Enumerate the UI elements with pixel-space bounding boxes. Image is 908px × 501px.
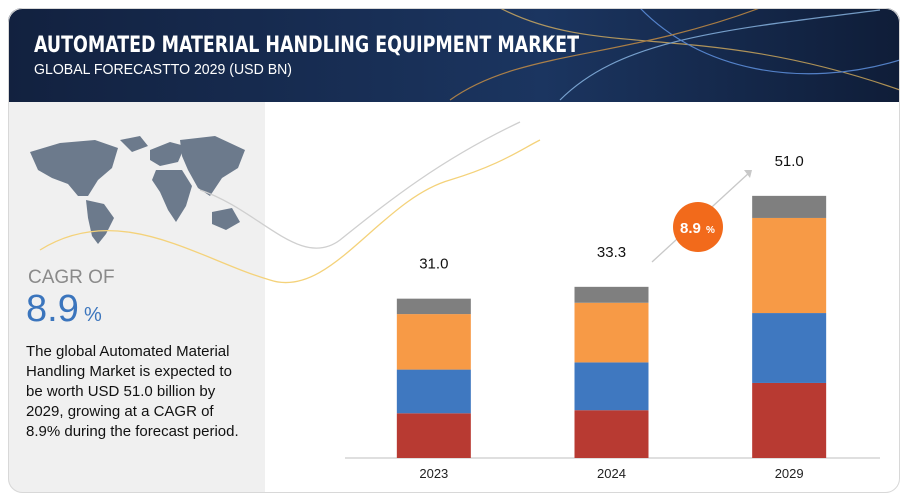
total-label: 31.0: [419, 256, 448, 273]
x-tick-label: 2023: [419, 466, 448, 481]
badge-value: 8.9: [680, 220, 701, 237]
bar-segment: [574, 362, 649, 411]
chart-title: AUTOMATED MATERIAL HANDLING EQUIPMENT MA…: [34, 33, 579, 58]
bar-segment: [396, 298, 471, 315]
cagr-value: 8.9: [26, 288, 79, 330]
world-map: [30, 136, 245, 244]
header-decoration: [449, 8, 900, 101]
chart-subtitle: GLOBAL FORECASTTO 2029 (USD BN): [34, 61, 292, 78]
bar-segment: [752, 195, 827, 218]
total-label: 33.3: [597, 244, 626, 261]
cagr-unit: %: [84, 304, 102, 326]
chart-decoration: [39, 121, 541, 284]
growth-arrow-head: [744, 170, 752, 178]
description: The global Automated Material Handling M…: [26, 343, 239, 440]
bar-segment: [752, 382, 827, 458]
bar-segment: [574, 302, 649, 363]
total-label: 51.0: [775, 153, 804, 170]
x-tick-label: 2029: [775, 466, 804, 481]
cagr-badge: [673, 202, 723, 252]
bar-segment: [396, 413, 471, 458]
bar-segment: [752, 217, 827, 314]
header-bg: [8, 8, 900, 102]
card-border: [8, 8, 900, 493]
x-tick-label: 2024: [597, 466, 626, 481]
bar-segment: [574, 286, 649, 303]
badge-unit: %: [706, 225, 715, 236]
cagr-label: CAGR OF: [28, 267, 115, 288]
bar-segment: [752, 313, 827, 383]
bar-segment: [396, 314, 471, 370]
bar-segment: [574, 410, 649, 458]
bar-segment: [396, 369, 471, 414]
